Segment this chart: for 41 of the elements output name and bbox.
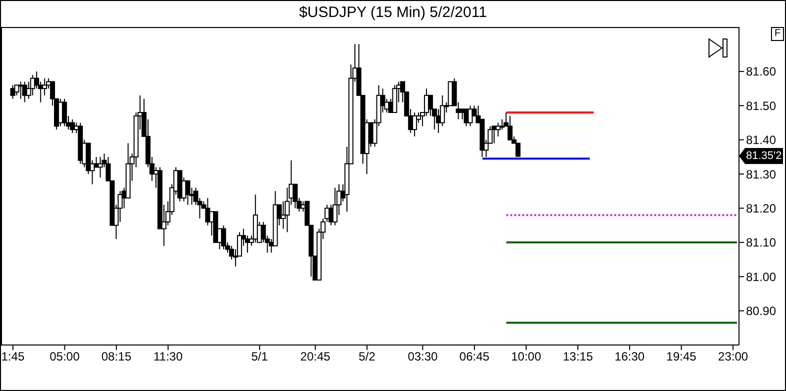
candlestick [10,84,16,100]
x-tick-label: 19:45 [666,350,697,364]
y-tick-label: 81.20 [746,201,776,216]
x-tick-label: 20:45 [300,350,331,364]
y-tick-label: 81.50 [746,98,776,113]
x-tick-label: 06:45 [459,350,490,364]
text: F [771,27,784,41]
candlestick [500,118,505,130]
x-tick-label: 05:00 [50,350,80,364]
x-tick-label: 10:00 [511,350,542,364]
text: 81.35'2 [745,148,783,164]
y-tick-label: 81.10 [746,236,776,250]
candlestick [332,187,338,226]
candlestick [428,94,433,116]
candlestick [412,112,418,137]
x-tick-label: 16:30 [614,350,645,364]
y-tick-label: 81.00 [746,270,776,284]
x-tick-label: 11:30 [154,350,183,364]
x-tick-label: 23:00 [718,350,748,364]
x-tick-label: 1:45 [1,350,25,364]
candlestick [22,81,28,103]
candlestick [516,142,520,158]
y-tick-label: 80.90 [746,304,776,318]
candlestick [508,115,513,140]
candlestick [496,122,501,137]
y-tick-label: 81.40 [746,133,776,148]
candlestick [62,98,67,127]
x-tick-label: 5/2 [358,350,376,364]
candlestick [42,78,48,96]
candlestick [221,224,226,250]
chart-title: $USDJPY (15 Min) 5/2/2011 [298,4,488,21]
x-tick-label: 08:15 [101,350,132,364]
candlestick [185,180,190,206]
x-tick-label: 5/1 [251,350,268,364]
x-tick-label: 13:15 [562,350,594,364]
y-tick-label: 81.30 [746,167,776,182]
y-tick-label: 81.60 [746,64,776,79]
x-tick-label: 03:30 [408,350,438,364]
candlestick [70,118,75,134]
candlestick [14,84,20,96]
candlestick [392,84,398,113]
